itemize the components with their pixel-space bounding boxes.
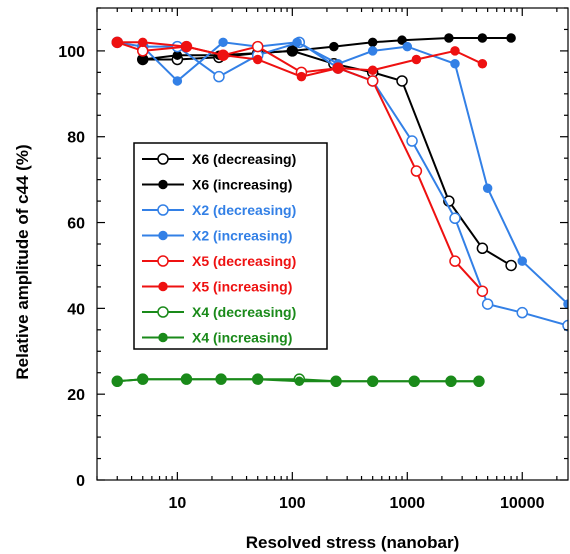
axis-tick-labels: 0 20 40 60 80 100 10 100 1000 10000 [58,44,544,512]
legend-item: X4 (decreasing) [142,304,296,320]
data-point [444,33,454,43]
data-point [218,50,228,60]
data-point [296,71,307,82]
legend-label: X2 (increasing) [192,228,292,244]
legend-swatch-marker [157,204,169,216]
y-tick-label: 0 [76,473,85,490]
data-point [331,376,341,387]
data-point [449,212,461,225]
data-point [476,285,489,297]
data-point [367,37,378,48]
legend-swatch-marker [157,306,169,318]
legend-label: X6 (increasing) [192,177,292,193]
data-point [287,46,298,56]
data-point [482,183,493,193]
series-7 [112,374,484,387]
data-point [505,259,517,272]
data-point [506,33,516,43]
data-point [181,374,192,384]
legend-label: X2 (decreasing) [192,202,296,218]
data-point [366,75,379,87]
y-tick-label: 20 [67,387,85,404]
data-point [446,376,456,387]
y-tick-label: 40 [67,301,85,318]
data-point [396,75,408,87]
data-point [292,37,302,48]
legend-swatch-marker [158,332,168,343]
legend-item: X6 (decreasing) [142,151,296,167]
data-point [406,135,418,147]
data-point [172,76,183,86]
data-point [563,299,568,309]
legend-label: X5 (decreasing) [192,253,296,269]
legend-label: X4 (decreasing) [192,304,296,320]
data-point [477,59,488,69]
legend-swatch-marker [157,255,169,267]
data-point [517,256,528,266]
x-tick-label: 1000 [389,495,425,512]
data-point [367,65,378,75]
data-point [213,70,225,83]
data-point [136,45,149,57]
y-tick-label: 80 [67,130,85,147]
data-point [137,37,148,48]
x-tick-label: 100 [279,495,306,512]
data-point [449,255,461,267]
legend-item: X6 (increasing) [142,177,292,193]
y-tick-label: 60 [67,216,85,233]
data-point [181,41,192,52]
data-point [333,63,343,73]
data-point [218,37,228,48]
data-point [137,54,148,65]
data-point [450,46,460,56]
data-point [397,35,407,45]
series-5 [112,37,488,82]
legend: X6 (decreasing) X6 (increasing) X2 (decrea… [133,142,328,350]
data-point [516,306,529,319]
legend-swatch-marker [158,230,168,241]
data-point [411,54,422,65]
data-point [562,319,568,332]
data-point [172,50,183,60]
data-point [367,46,378,56]
data-point [294,376,305,387]
series-line [141,41,568,305]
data-point [112,37,122,48]
legend-item: X2 (decreasing) [142,202,296,218]
data-point [367,376,378,387]
axis-ticks [96,7,568,481]
data-point [402,41,413,52]
series-layer [111,33,568,388]
legend-swatch-marker [157,153,169,165]
data-point [216,374,226,384]
data-point [410,165,423,177]
legend-swatch-marker [158,281,168,292]
legend-label: X5 (increasing) [192,279,292,295]
legend-item: X5 (decreasing) [142,253,296,269]
x-axis-title: Resolved stress (nanobar) [246,533,460,552]
x-tick-label: 10000 [500,495,545,512]
data-point [329,41,339,52]
legend-item: X4 (increasing) [142,330,292,346]
data-point [112,376,122,387]
data-point [251,40,264,53]
data-point [477,33,488,43]
x-tick-label: 10 [168,495,186,512]
legend-swatch-marker [158,179,168,190]
y-axis-title: Relative amplitude of c44 (%) [13,144,32,379]
data-point [252,54,263,65]
data-point [137,374,148,384]
data-point [450,59,460,69]
legend-label: X6 (decreasing) [192,151,296,167]
legend-item: X2 (increasing) [142,228,292,244]
legend-item: X5 (increasing) [142,279,292,295]
y-tick-label: 100 [58,44,85,61]
data-point [409,376,420,387]
legend-label: X4 (increasing) [192,330,292,346]
data-point [476,242,489,255]
data-point [474,376,484,387]
data-point [481,298,494,310]
data-point [252,374,263,384]
